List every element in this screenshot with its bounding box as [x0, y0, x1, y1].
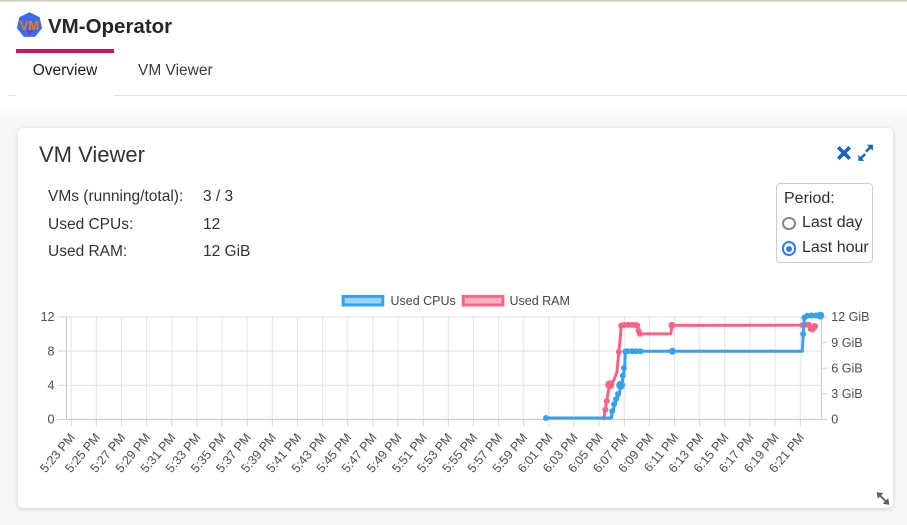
svg-text:Used CPUs: Used CPUs: [391, 294, 456, 308]
svg-text:0: 0: [48, 413, 55, 427]
svg-text:12 GiB: 12 GiB: [831, 310, 869, 324]
svg-text:8: 8: [48, 344, 55, 358]
svg-text:Used RAM: Used RAM: [510, 294, 570, 308]
svg-text:12: 12: [41, 310, 55, 324]
svg-text:6 GiB: 6 GiB: [831, 361, 862, 375]
svg-text:3 GiB: 3 GiB: [831, 387, 862, 401]
svg-text:4: 4: [48, 379, 55, 393]
svg-text:0: 0: [831, 413, 838, 427]
svg-text:VM: VM: [20, 18, 40, 33]
svg-text:9 GiB: 9 GiB: [831, 336, 862, 350]
